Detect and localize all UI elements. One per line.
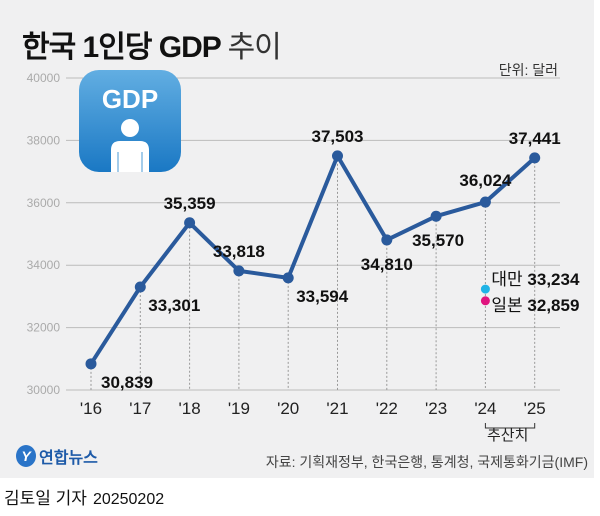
x-tick-label: '21: [326, 399, 348, 418]
x-tick-label: '19: [228, 399, 250, 418]
x-tick-label: '20: [277, 399, 299, 418]
byline: 김토일 기자 20250202: [4, 489, 165, 508]
svg-text:GDP: GDP: [102, 84, 158, 114]
y-tick-label: 34000: [27, 258, 61, 272]
comparison-label: 일본 32,859: [491, 296, 579, 315]
series-line: [89, 153, 537, 365]
data-label: 35,359: [164, 194, 216, 213]
y-tick-label: 40000: [27, 71, 61, 85]
data-label: 33,301: [148, 296, 200, 315]
comparison-label: 대만 33,234: [491, 270, 580, 289]
data-point: [381, 234, 393, 246]
data-point: [85, 358, 97, 370]
x-tick-label: '18: [179, 399, 201, 418]
x-tick-label: '17: [129, 399, 151, 418]
estimate-label: 추산치: [487, 427, 529, 444]
gdp-icon: GDP: [79, 70, 181, 172]
data-point: [332, 150, 343, 162]
data-point: [479, 196, 491, 208]
data-point: [184, 217, 196, 229]
y-tick-label: 38000: [27, 133, 61, 147]
y-tick-label: 36000: [27, 196, 61, 210]
x-tick-label: '24: [474, 399, 496, 418]
comparison-point: [480, 296, 490, 306]
data-point: [529, 152, 541, 164]
x-tick-label: '25: [524, 399, 546, 418]
x-tick-label: '23: [425, 399, 447, 418]
data-label: 30,839: [101, 373, 153, 392]
chart-title: 한국 1인당 GDP 추이: [22, 31, 282, 64]
x-tick-label: '16: [80, 399, 102, 418]
unit-label: 단위: 달러: [498, 62, 558, 78]
data-label: 36,024: [459, 171, 512, 190]
yonhap-logo: Y 연합뉴스: [16, 444, 98, 468]
data-label: 34,810: [361, 255, 413, 274]
data-label: 33,818: [213, 242, 265, 261]
y-tick-label: 30000: [27, 383, 61, 397]
data-point: [134, 281, 146, 293]
estimate-bracket: [484, 423, 536, 429]
data-label: 37,503: [312, 127, 364, 146]
data-point: [233, 265, 245, 277]
data-label: 33,594: [296, 287, 349, 306]
data-point: [282, 272, 294, 284]
comparison-point: [480, 284, 490, 294]
data-point: [430, 210, 442, 222]
x-tick-label: '22: [376, 399, 398, 418]
data-label: 35,570: [412, 231, 464, 250]
y-tick-label: 32000: [27, 321, 61, 335]
source-text: 자료: 기획재정부, 한국은행, 통계청, 국제통화기금(IMF): [265, 454, 588, 470]
data-label: 37,441: [509, 129, 561, 148]
